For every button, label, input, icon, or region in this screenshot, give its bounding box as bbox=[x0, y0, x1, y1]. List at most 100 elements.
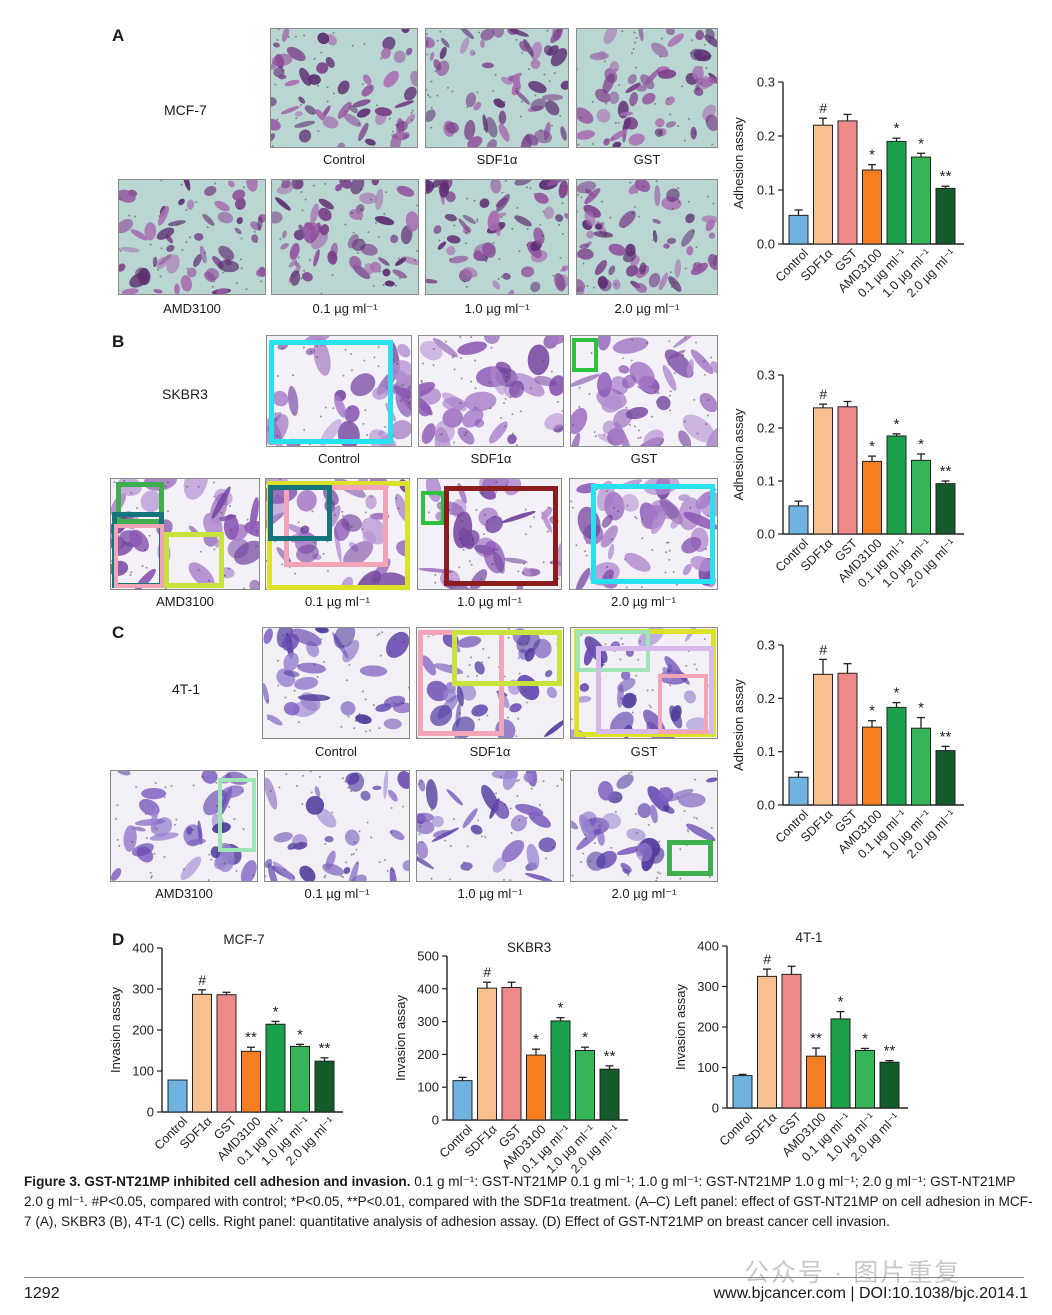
pore-dot bbox=[630, 771, 633, 774]
pore-dot bbox=[276, 435, 279, 438]
pore-dot bbox=[358, 830, 361, 833]
pore-dot bbox=[416, 249, 418, 252]
cell-blob bbox=[352, 99, 371, 108]
pore-dot bbox=[119, 198, 121, 201]
pore-dot bbox=[652, 239, 654, 242]
bar bbox=[526, 1054, 546, 1121]
y-tick-label: 100 bbox=[132, 1064, 154, 1079]
cell-blob bbox=[141, 787, 167, 800]
pore-dot bbox=[258, 583, 259, 586]
pore-dot bbox=[228, 567, 231, 570]
overlay-box bbox=[591, 484, 715, 584]
pore-dot bbox=[500, 417, 503, 419]
pore-dot bbox=[299, 843, 302, 846]
cell-blob bbox=[612, 141, 622, 147]
pore-dot bbox=[459, 357, 462, 359]
pore-dot bbox=[505, 375, 508, 378]
y-tick-label: 0.1 bbox=[757, 183, 775, 198]
cell-blob bbox=[334, 395, 347, 418]
cell-blob bbox=[298, 129, 312, 143]
cell-blob bbox=[128, 529, 149, 552]
caption-b-amd3100: AMD3100 bbox=[156, 594, 214, 609]
cell-blob bbox=[201, 771, 218, 784]
cell-blob bbox=[600, 525, 618, 548]
cell-blob bbox=[405, 114, 416, 125]
pore-dot bbox=[593, 842, 596, 845]
caption-a-sdf1a: SDF1α bbox=[476, 152, 518, 167]
pore-dot bbox=[485, 260, 488, 263]
pore-dot bbox=[679, 848, 682, 851]
pore-dot bbox=[376, 104, 379, 107]
caption-b-1p0: 1.0 µg ml⁻¹ bbox=[457, 594, 522, 609]
pore-dot bbox=[577, 193, 580, 196]
pore-dot bbox=[213, 495, 216, 498]
cell-blob bbox=[152, 256, 158, 267]
pore-dot bbox=[627, 874, 630, 877]
cell-blob bbox=[509, 703, 522, 713]
cell-blob bbox=[216, 287, 229, 294]
pore-dot bbox=[131, 840, 134, 843]
cell-blob bbox=[627, 74, 637, 85]
cell-blob bbox=[360, 790, 371, 801]
pore-dot bbox=[372, 284, 375, 287]
pore-dot bbox=[276, 39, 279, 41]
pore-dot bbox=[539, 129, 542, 132]
cell-blob bbox=[601, 514, 613, 528]
pore-dot bbox=[492, 548, 495, 551]
cell-blob bbox=[457, 427, 475, 445]
bar bbox=[314, 1060, 335, 1113]
cell-blob bbox=[156, 227, 175, 240]
cell-blob bbox=[234, 227, 242, 235]
cell-blob bbox=[395, 257, 407, 266]
cell-blob bbox=[290, 628, 322, 647]
pore-dot bbox=[657, 871, 660, 874]
cell-blob bbox=[662, 805, 675, 814]
pore-dot bbox=[655, 180, 658, 183]
cell-blob bbox=[400, 225, 413, 245]
panel-letter-c: C bbox=[112, 623, 125, 642]
pore-dot bbox=[303, 269, 306, 272]
cell-blob bbox=[485, 116, 498, 138]
pore-dot bbox=[429, 96, 432, 99]
pore-dot bbox=[163, 796, 166, 799]
pore-dot bbox=[503, 402, 506, 405]
cell-blob bbox=[434, 427, 451, 446]
pore-dot bbox=[192, 784, 195, 787]
pore-dot bbox=[324, 406, 327, 409]
cell-blob bbox=[663, 243, 670, 249]
pore-dot bbox=[545, 857, 548, 860]
pore-dot bbox=[710, 826, 713, 829]
pore-dot bbox=[495, 792, 498, 795]
pore-dot bbox=[149, 243, 152, 246]
caption-a-gst: GST bbox=[633, 152, 661, 167]
cell-blob bbox=[396, 120, 408, 132]
pore-dot bbox=[153, 265, 156, 267]
cell-blob bbox=[318, 198, 334, 210]
pore-dot bbox=[164, 485, 167, 488]
pore-dot bbox=[363, 359, 366, 362]
y-tick-label: 100 bbox=[697, 1060, 719, 1075]
cell-blob bbox=[426, 109, 436, 123]
cell-blob bbox=[586, 851, 606, 871]
cell-blob bbox=[359, 665, 388, 677]
y-tick-label: 300 bbox=[697, 979, 719, 994]
cell-blob bbox=[577, 107, 594, 124]
pore-dot bbox=[379, 270, 382, 273]
y-tick-label: 0.2 bbox=[757, 129, 775, 144]
cell-blob bbox=[333, 628, 356, 649]
pore-dot bbox=[517, 717, 520, 720]
cell-blob bbox=[350, 373, 376, 397]
cell-blob bbox=[445, 122, 459, 134]
cell-blob bbox=[298, 96, 306, 104]
pore-dot bbox=[553, 72, 556, 75]
pore-dot bbox=[654, 390, 657, 393]
pore-dot bbox=[711, 143, 714, 146]
cell-blob bbox=[510, 814, 527, 832]
cell-blob bbox=[294, 111, 303, 117]
pore-dot bbox=[369, 729, 372, 732]
pore-dot bbox=[695, 817, 698, 820]
cell-blob bbox=[391, 360, 411, 382]
pore-dot bbox=[627, 247, 630, 250]
pore-dot bbox=[609, 216, 612, 219]
cell-blob bbox=[362, 531, 377, 545]
